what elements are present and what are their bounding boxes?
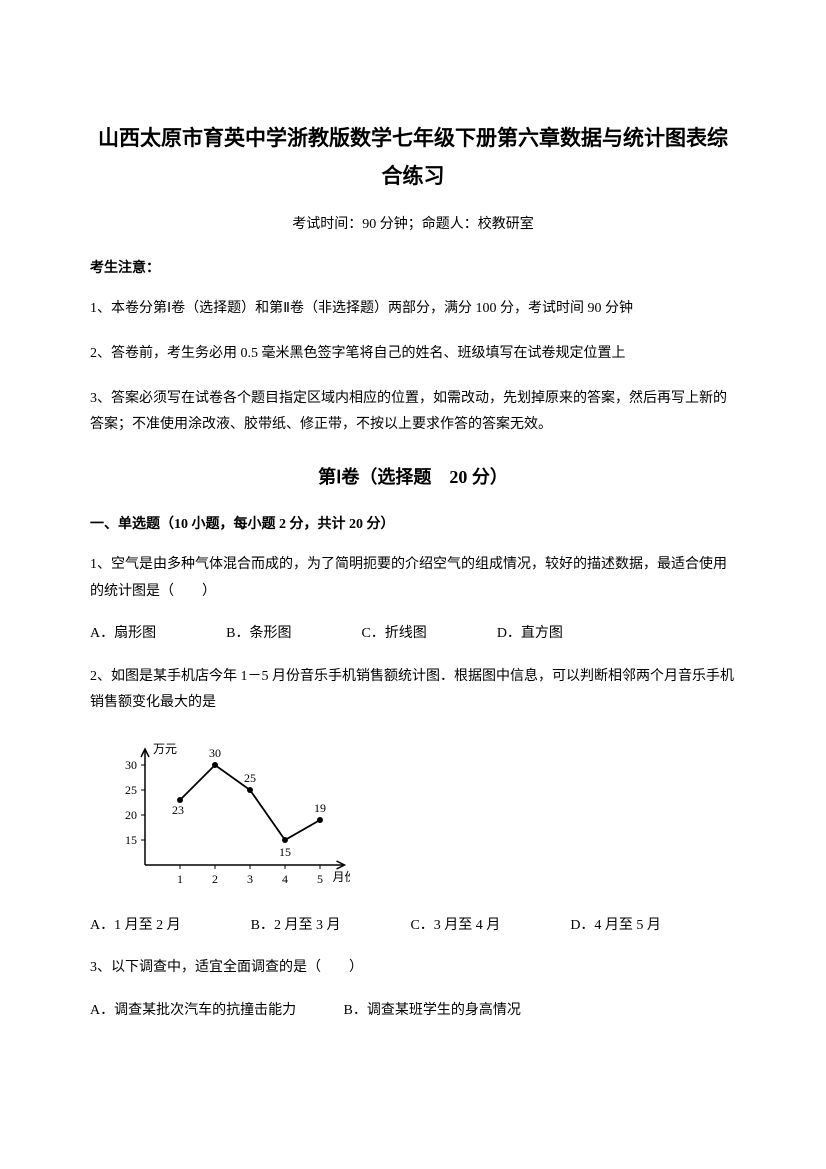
svg-text:万元: 万元 (153, 742, 177, 756)
svg-text:30: 30 (209, 746, 221, 760)
svg-text:25: 25 (244, 771, 256, 785)
svg-text:23: 23 (172, 803, 184, 817)
title-line-1: 山西太原市育英中学浙教版数学七年级下册第六章数据与统计图表综 (90, 120, 736, 158)
notice-item-3: 3、答案必须写在试卷各个题目指定区域内相应的位置，如需改动，先划掉原来的答案，然… (90, 386, 736, 439)
svg-text:1: 1 (177, 872, 183, 886)
question-1-options: A．扇形图 B．条形图 C．折线图 D．直方图 (90, 623, 736, 645)
svg-text:4: 4 (282, 872, 288, 886)
q1-option-b: B．条形图 (226, 623, 291, 645)
svg-text:19: 19 (314, 801, 326, 815)
line-chart: 万元月份15202530123452330251519 (90, 735, 736, 895)
svg-text:月份: 月份 (333, 870, 351, 884)
q2-option-d: D．4 月至 5 月 (570, 915, 661, 937)
q2-option-c: C．3 月至 4 月 (410, 915, 500, 937)
question-2-options: A．1 月至 2 月 B．2 月至 3 月 C．3 月至 4 月 D．4 月至 … (90, 915, 736, 937)
svg-text:2: 2 (212, 872, 218, 886)
document-title: 山西太原市育英中学浙教版数学七年级下册第六章数据与统计图表综 合练习 (90, 120, 736, 196)
svg-text:30: 30 (125, 758, 137, 772)
chart-svg: 万元月份15202530123452330251519 (100, 735, 350, 895)
notice-item-2: 2、答卷前，考生务必用 0.5 毫米黑色签字笔将自己的姓名、班级填写在试卷规定位… (90, 341, 736, 368)
question-2-text: 2、如图是某手机店今年 1－5 月份音乐手机销售额统计图．根据图中信息，可以判断… (90, 664, 736, 717)
svg-text:3: 3 (247, 872, 253, 886)
q2-option-b: B．2 月至 3 月 (251, 915, 341, 937)
svg-text:20: 20 (125, 808, 137, 822)
section-title: 第Ⅰ卷（选择题 20 分） (90, 463, 736, 492)
q2-option-a: A．1 月至 2 月 (90, 915, 181, 937)
title-line-2: 合练习 (90, 158, 736, 196)
svg-text:25: 25 (125, 783, 137, 797)
notice-item-1: 1、本卷分第Ⅰ卷（选择题）和第Ⅱ卷（非选择题）两部分，满分 100 分，考试时间… (90, 296, 736, 323)
question-1-text: 1、空气是由多种气体混合而成的，为了简明扼要的介绍空气的组成情况，较好的描述数据… (90, 552, 736, 605)
notice-header: 考生注意： (90, 258, 736, 280)
question-3-text: 3、以下调查中，适宜全面调查的是（ ） (90, 955, 736, 982)
svg-text:15: 15 (279, 845, 291, 859)
q3-option-a: A．调查某批次汽车的抗撞击能力 (90, 1000, 340, 1022)
svg-text:15: 15 (125, 833, 137, 847)
svg-text:5: 5 (317, 872, 323, 886)
question-group-header: 一、单选题（10 小题，每小题 2 分，共计 20 分） (90, 514, 736, 536)
q3-option-b: B．调查某班学生的身高情况 (344, 1000, 594, 1022)
question-3-options: A．调查某批次汽车的抗撞击能力 B．调查某班学生的身高情况 (90, 1000, 736, 1022)
exam-subtitle: 考试时间：90 分钟；命题人：校教研室 (90, 214, 736, 236)
q1-option-c: C．折线图 (361, 623, 426, 645)
q1-option-a: A．扇形图 (90, 623, 156, 645)
q1-option-d: D．直方图 (497, 623, 563, 645)
